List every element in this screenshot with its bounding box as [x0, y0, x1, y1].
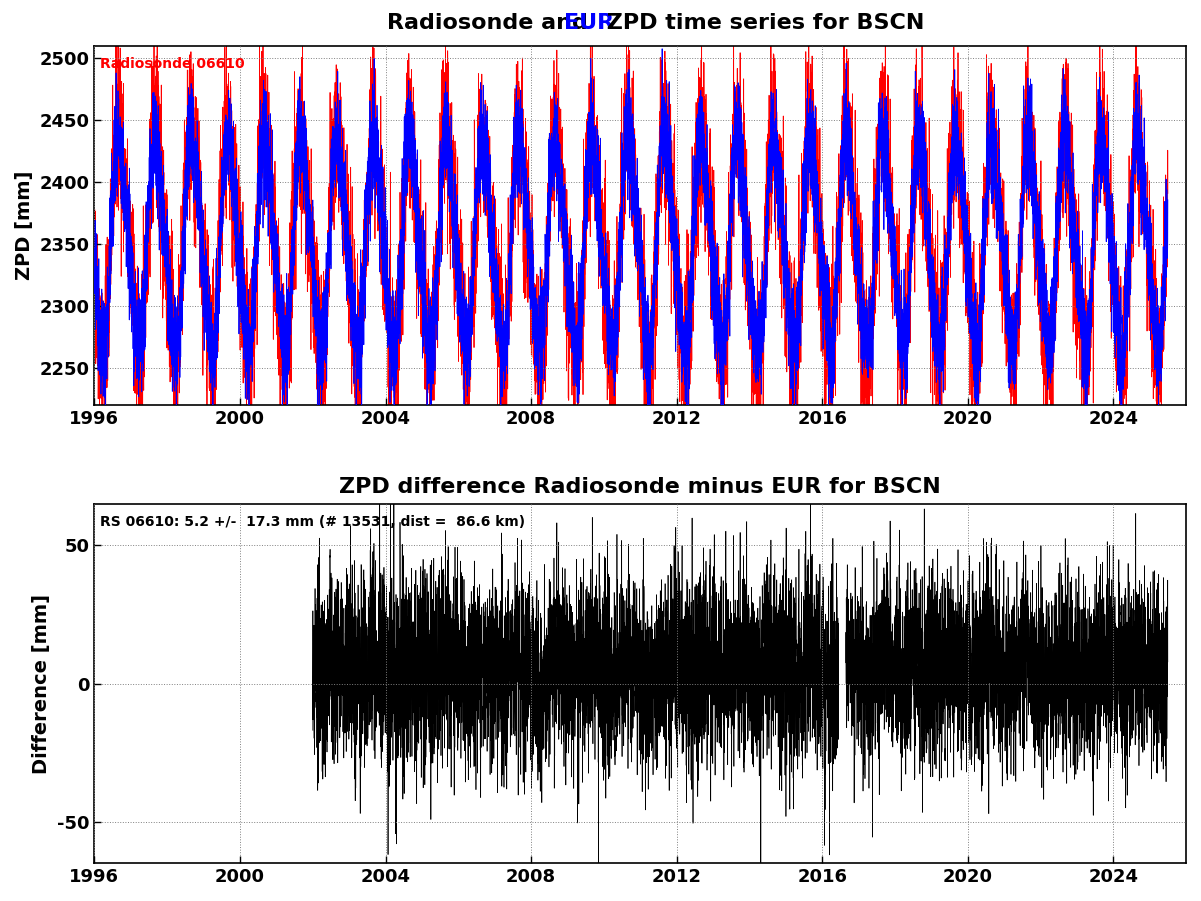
Y-axis label: ZPD [mm]: ZPD [mm] — [14, 171, 34, 280]
Y-axis label: Difference [mm]: Difference [mm] — [32, 594, 52, 774]
Text: ZPD time series for BSCN: ZPD time series for BSCN — [599, 14, 925, 33]
Text: Radiosonde and: Radiosonde and — [387, 14, 596, 33]
Text: EUR: EUR — [563, 14, 614, 33]
Text: RS 06610: 5.2 +/-  17.3 mm (# 13531, dist =  86.6 km): RS 06610: 5.2 +/- 17.3 mm (# 13531, dist… — [100, 514, 525, 529]
Text: Radiosonde 06610: Radiosonde 06610 — [100, 57, 245, 71]
Title: ZPD difference Radiosonde minus EUR for BSCN: ZPD difference Radiosonde minus EUR for … — [340, 477, 942, 496]
